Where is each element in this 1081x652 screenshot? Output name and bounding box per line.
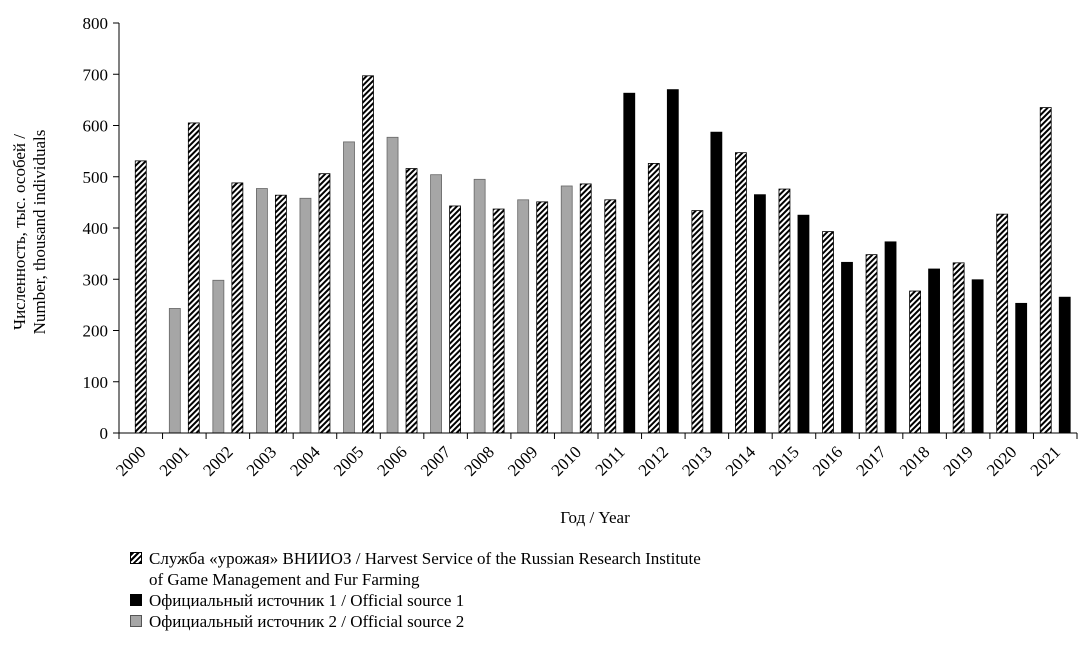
y-tick-label: 700 — [83, 65, 109, 84]
legend-label-official-source-1: Официальный источник 1 / Official source… — [149, 591, 465, 610]
bar-hatch-2001 — [187, 122, 200, 434]
x-tick-label: 2004 — [286, 442, 324, 480]
bar-black-2012 — [666, 89, 679, 434]
bar-hatch-2015 — [778, 188, 791, 434]
y-tick-label: 600 — [83, 117, 109, 136]
legend-swatch-hatched — [130, 552, 142, 564]
legend-item-official-source-1: Официальный источник 1 / Official source… — [130, 590, 701, 611]
bar-hatch-2006 — [405, 168, 418, 434]
legend-label-harvest-service-cont: of Game Management and Fur Farming — [149, 570, 420, 589]
bar-gray-2003 — [256, 188, 268, 434]
bar-hatch-2012 — [647, 163, 660, 434]
bar-hatch-2014 — [735, 152, 747, 434]
y-tick-label: 100 — [83, 373, 109, 392]
x-tick-label: 2017 — [852, 442, 890, 480]
bar-gray-2005 — [343, 141, 355, 434]
bar-hatch-2007 — [449, 205, 461, 434]
x-tick-label: 2016 — [809, 442, 846, 479]
x-tick-label: 2005 — [330, 442, 367, 479]
y-tick-label: 800 — [83, 14, 109, 33]
legend-swatch-black — [130, 594, 142, 606]
bar-black-2021 — [1058, 296, 1071, 434]
bar-hatch-2002 — [231, 182, 244, 434]
bar-gray-2004 — [299, 197, 312, 434]
bar-gray-2006 — [386, 136, 399, 434]
bar-black-2019 — [971, 279, 984, 434]
x-tick-label: 2021 — [1027, 442, 1064, 479]
bar-black-2011 — [623, 92, 636, 434]
x-tick-label: 2020 — [983, 442, 1020, 479]
bar-black-2014 — [754, 194, 766, 434]
bar-gray-2001 — [168, 308, 181, 434]
x-tick-label: 2003 — [243, 442, 280, 479]
bar-hatch-2005 — [362, 75, 374, 434]
bar-hatch-2011 — [604, 199, 617, 434]
bar-hatch-2009 — [536, 201, 549, 434]
y-tick-label: 0 — [100, 424, 109, 443]
bar-hatch-2008 — [492, 208, 505, 434]
bars — [134, 75, 1071, 434]
y-axis-ticks: 0 100 200 300 400 500 600 700 800 — [83, 14, 119, 443]
x-tick-label: 2018 — [896, 442, 933, 479]
legend-item-harvest-service: Служба «урожая» ВНИИОЗ / Harvest Service… — [130, 548, 701, 590]
x-axis-title: Год / Year — [560, 508, 630, 527]
legend-swatch-gray — [130, 615, 142, 627]
x-tick-label: 2013 — [678, 442, 715, 479]
y-tick-label: 400 — [83, 219, 109, 238]
bar-gray-2002 — [212, 279, 225, 434]
bar-black-2020 — [1015, 302, 1028, 434]
x-tick-label: 2006 — [373, 442, 410, 479]
bar-hatch-2017 — [865, 254, 878, 434]
y-tick-label: 200 — [83, 322, 109, 341]
bar-gray-2009 — [517, 199, 530, 434]
bar-black-2013 — [710, 131, 723, 434]
bar-gray-2008 — [473, 178, 486, 434]
legend-item-official-source-2: Официальный источник 2 / Official source… — [130, 611, 701, 632]
bar-hatch-2013 — [691, 210, 704, 434]
x-tick-label: 2014 — [722, 442, 760, 480]
bar-hatch-2003 — [275, 194, 287, 434]
bar-hatch-2018 — [909, 290, 921, 434]
legend: Служба «урожая» ВНИИОЗ / Harvest Service… — [130, 548, 701, 632]
bar-black-2018 — [928, 268, 940, 434]
x-tick-label: 2000 — [112, 442, 149, 479]
x-tick-label: 2007 — [417, 442, 455, 480]
legend-label-official-source-2: Официальный источник 2 / Official source… — [149, 612, 465, 631]
y-axis-title-line2: Number, thousand individuals — [30, 130, 49, 335]
bar-hatch-2016 — [822, 231, 834, 434]
x-axis-ticks: 2000 2001 2002 2003 2004 2005 2006 2007 2008 2009… — [112, 433, 1078, 480]
x-tick-label: 2012 — [635, 442, 672, 479]
x-tick-label: 2011 — [592, 442, 629, 479]
x-tick-label: 2015 — [765, 442, 802, 479]
x-tick-label: 2002 — [199, 442, 236, 479]
y-tick-label: 300 — [83, 270, 109, 289]
bar-hatch-2000 — [134, 160, 147, 434]
bar-black-2015 — [797, 214, 810, 434]
bar-hatch-2004 — [318, 173, 331, 434]
bar-gray-2007 — [430, 174, 442, 434]
x-tick-label: 2001 — [156, 442, 193, 479]
bar-gray-2010 — [560, 185, 573, 434]
legend-label-harvest-service: Служба «урожая» ВНИИОЗ / Harvest Service… — [149, 549, 701, 568]
x-tick-label: 2008 — [460, 442, 497, 479]
x-tick-label: 2009 — [504, 442, 541, 479]
bar-hatch-2019 — [952, 262, 965, 434]
y-tick-label: 500 — [83, 168, 109, 187]
x-tick-label: 2019 — [939, 442, 976, 479]
bar-black-2016 — [841, 261, 853, 434]
x-tick-label: 2010 — [548, 442, 585, 479]
y-axis-title-line1: Численность, тыс. особей / — [10, 134, 29, 330]
bar-hatch-2021 — [1039, 107, 1052, 434]
bar-hatch-2010 — [579, 183, 592, 434]
bar-hatch-2020 — [996, 213, 1009, 434]
bar-black-2017 — [884, 241, 897, 434]
